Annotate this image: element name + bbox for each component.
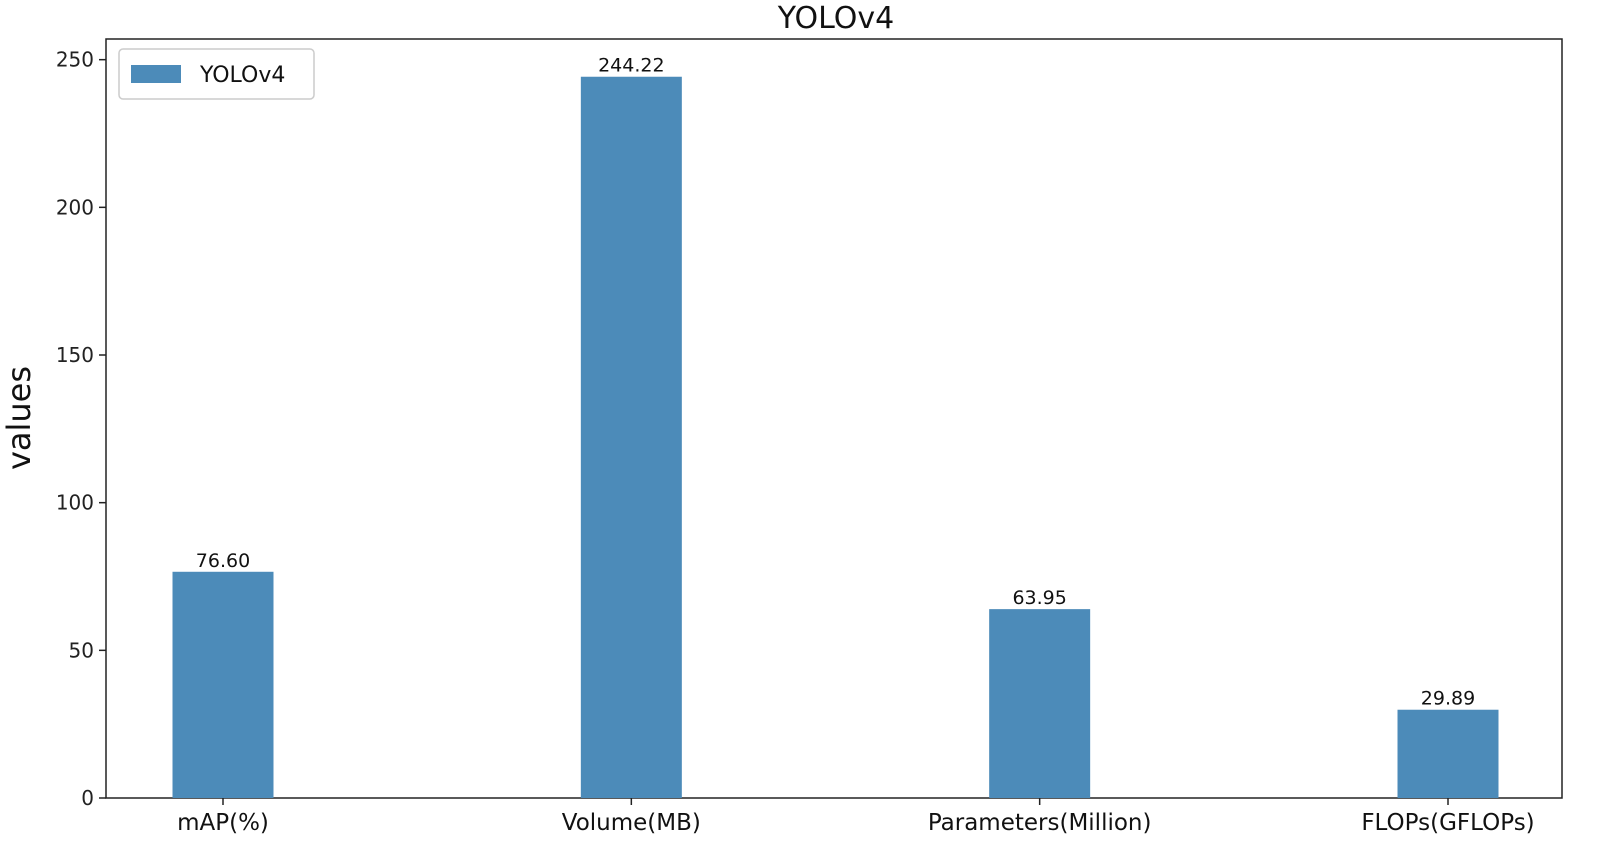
x-tick-label: Volume(MB) (562, 810, 701, 836)
bar (172, 571, 274, 798)
bar-value-label: 63.95 (1012, 587, 1066, 609)
x-axis-ticks: mAP(%) Volume(MB) Parameters(Million) FLOPs… (177, 798, 1535, 836)
y-tick-label: 50 (69, 638, 94, 662)
chart-title: YOLOv4 (777, 1, 894, 36)
bars-group (172, 76, 1499, 798)
legend-frame (118, 48, 315, 100)
bar-value-label: 29.89 (1421, 688, 1475, 710)
y-tick-label: 0 (81, 786, 94, 810)
y-tick-label: 100 (56, 491, 94, 515)
y-tick-label: 200 (56, 195, 94, 219)
x-tick-label: FLOPs(GFLOPs) (1361, 810, 1534, 836)
bar-value-label: 244.22 (598, 55, 664, 77)
legend-swatch-yolov4 (131, 65, 181, 83)
bar-value-label: 76.60 (196, 550, 250, 572)
bar (989, 609, 1091, 798)
bar (580, 76, 682, 798)
legend: YOLOv4 (118, 48, 315, 100)
plot-area-frame (105, 38, 1563, 799)
y-axis-label: values (0, 366, 38, 470)
x-tick-label: mAP(%) (177, 810, 269, 836)
y-tick-label: 150 (56, 343, 94, 367)
y-tick-label: 250 (56, 48, 94, 72)
bar (1397, 709, 1499, 798)
legend-label-yolov4: YOLOv4 (199, 63, 285, 88)
y-axis-ticks: 0 50 100 150 200 250 (56, 48, 106, 810)
x-tick-label: Parameters(Million) (928, 810, 1152, 836)
bar-value-labels: 76.60 244.22 63.95 29.89 (196, 55, 1475, 710)
